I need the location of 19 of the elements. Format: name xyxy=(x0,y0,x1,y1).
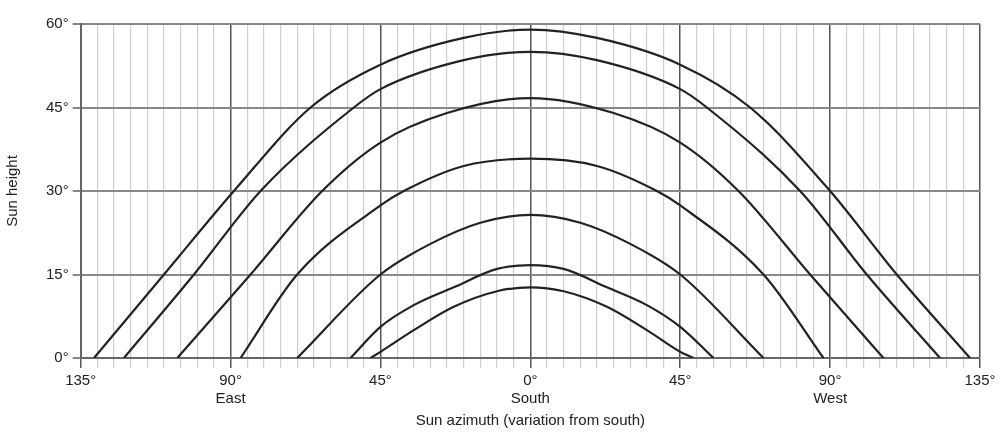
x-tick-label: 45° xyxy=(369,371,392,389)
line-series xyxy=(239,157,825,358)
x-axis-title: Sun azimuth (variation from south) xyxy=(415,411,645,429)
x-tick-label: 135° xyxy=(964,371,996,389)
y-tick-label: 60° xyxy=(46,14,69,32)
x-tick-label: 0° South xyxy=(510,371,550,407)
x-tick-label: 135° xyxy=(65,371,97,389)
y-axis-title: Sun height xyxy=(3,154,21,227)
x-tick-label: 90° West xyxy=(813,371,848,407)
line-series xyxy=(296,213,765,358)
x-tick-label: 45° xyxy=(668,371,692,389)
y-tick-label: 45° xyxy=(46,97,69,115)
line-series xyxy=(176,96,885,358)
y-tick-label: 15° xyxy=(46,264,69,282)
y-tick-label: 0° xyxy=(54,348,69,366)
y-tick-label: 30° xyxy=(46,181,69,199)
line-series xyxy=(349,263,715,358)
line-series xyxy=(369,286,695,358)
x-tick-label: 90° East xyxy=(215,371,247,407)
